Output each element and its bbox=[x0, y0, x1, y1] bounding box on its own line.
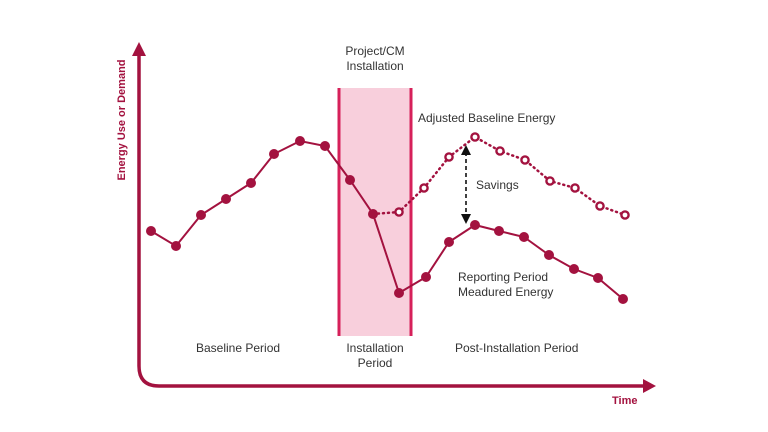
filled-marker bbox=[494, 226, 504, 236]
hollow-marker bbox=[444, 152, 454, 162]
filled-marker bbox=[246, 178, 256, 188]
filled-marker bbox=[196, 210, 206, 220]
filled-marker bbox=[221, 194, 231, 204]
installation-label-line1: Installation bbox=[346, 341, 404, 355]
installation-period-label: Installation Period bbox=[325, 341, 425, 371]
hollow-marker bbox=[595, 201, 605, 211]
project-installation-label: Project/CM Installation bbox=[325, 44, 425, 74]
filled-marker bbox=[171, 241, 181, 251]
filled-marker bbox=[618, 294, 628, 304]
hollow-marker bbox=[620, 210, 630, 220]
baseline-period-label: Baseline Period bbox=[196, 341, 281, 355]
y-axis-label: Energy Use or Demand bbox=[116, 59, 128, 181]
reporting-period-label: Reporting Period Meadured Energy bbox=[458, 270, 553, 300]
filled-marker bbox=[470, 220, 480, 230]
savings-arrow bbox=[461, 145, 471, 224]
adjusted-baseline-label: Adjusted Baseline Energy bbox=[418, 111, 556, 125]
project-label-line1: Project/CM bbox=[345, 44, 405, 58]
filled-marker bbox=[569, 264, 579, 274]
filled-marker bbox=[295, 136, 305, 146]
reporting-label-line2: Meadured Energy bbox=[458, 285, 554, 299]
filled-marker bbox=[519, 232, 529, 242]
y-axis bbox=[137, 52, 646, 388]
x-axis-arrow-icon bbox=[643, 379, 656, 393]
filled-marker bbox=[444, 237, 454, 247]
filled-marker bbox=[544, 250, 554, 260]
reporting-label-line1: Reporting Period bbox=[458, 270, 549, 284]
filled-marker bbox=[345, 175, 355, 185]
axes bbox=[132, 42, 656, 393]
hollow-marker bbox=[545, 176, 555, 186]
y-axis-arrow-icon bbox=[132, 42, 146, 56]
hollow-marker bbox=[394, 207, 404, 217]
savings-label: Savings bbox=[476, 178, 519, 192]
filled-marker bbox=[146, 226, 156, 236]
hollow-marker bbox=[520, 155, 530, 165]
x-axis-label: Time bbox=[612, 395, 638, 407]
arrow-down-icon bbox=[461, 214, 471, 224]
filled-marker bbox=[394, 288, 404, 298]
hollow-marker bbox=[470, 132, 480, 142]
filled-marker bbox=[320, 141, 330, 151]
installation-label-line2: Period bbox=[357, 356, 393, 370]
line-series bbox=[146, 132, 630, 304]
filled-marker bbox=[421, 272, 431, 282]
project-label-line2: Installation bbox=[346, 59, 404, 73]
filled-marker bbox=[593, 273, 603, 283]
filled-marker bbox=[269, 149, 279, 159]
arrow-up-icon bbox=[461, 145, 471, 155]
hollow-marker bbox=[570, 183, 580, 193]
post-installation-period-label: Post-Installation Period bbox=[455, 341, 579, 355]
hollow-marker bbox=[495, 146, 505, 156]
filled-marker bbox=[368, 209, 378, 219]
hollow-marker bbox=[419, 183, 429, 193]
